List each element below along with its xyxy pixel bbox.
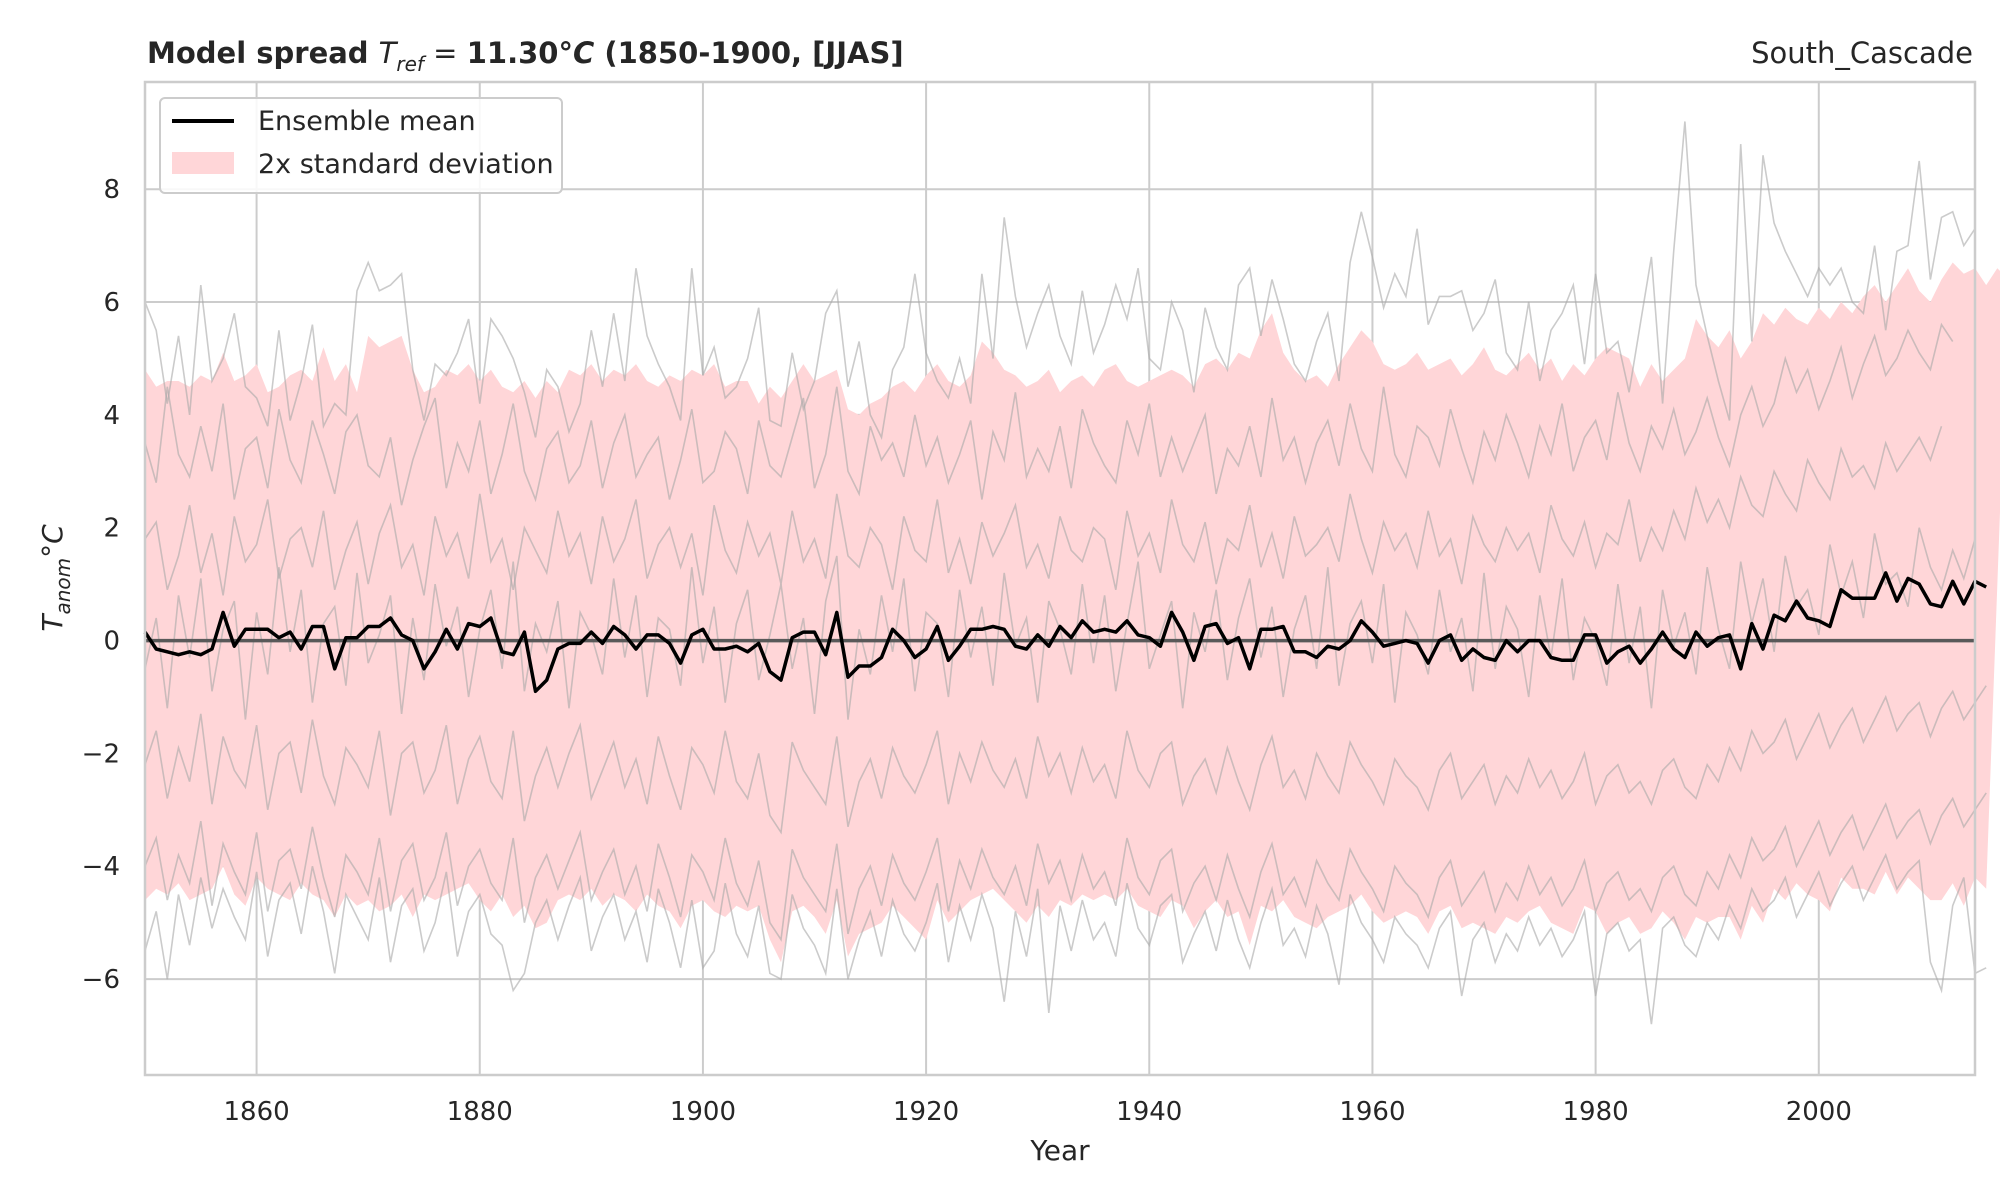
ensemble-mean-layer	[143, 571, 1987, 694]
ensemble-members-layer	[144, 121, 1987, 1025]
legend-band-swatch	[172, 152, 234, 174]
y-tick-label: 8	[103, 175, 120, 205]
chart-title: Model spread Tref = 11.30°C (1850-1900, …	[147, 36, 904, 76]
x-tick-label: 2000	[1786, 1097, 1852, 1127]
y-tick-label: 2	[103, 514, 120, 544]
region-title: South_Cascade	[1751, 36, 1973, 70]
x-tick-labels: 1860 1880 1900 1920 1940 1960 1980 2000	[223, 1097, 1851, 1127]
y-tick-labels: −6 −4 −2 0 2 4 6 8	[82, 175, 120, 995]
legend: Ensemble mean 2x standard deviation	[159, 97, 563, 194]
x-tick-label: 1860	[223, 1097, 289, 1127]
y-tick-label: −4	[82, 852, 120, 882]
y-tick-label: 6	[103, 288, 120, 318]
x-tick-label: 1980	[1563, 1097, 1629, 1127]
x-axis-label: Year	[1029, 1134, 1090, 1167]
y-tick-label: −6	[82, 965, 120, 995]
ensemble-member-line	[144, 322, 1954, 506]
std-band	[145, 262, 2000, 963]
x-tick-label: 1940	[1116, 1097, 1182, 1127]
y-tick-label: 4	[103, 401, 120, 431]
ensemble-member-line	[144, 425, 1943, 596]
y-tick-label: −2	[82, 739, 120, 769]
legend-box	[159, 97, 563, 194]
y-axis-label: Tanom°C	[36, 524, 75, 632]
x-tick-label: 1900	[670, 1097, 736, 1127]
legend-label-band: 2x standard deviation	[258, 149, 554, 180]
std-band-layer	[145, 262, 2000, 963]
x-tick-label: 1920	[893, 1097, 959, 1127]
legend-label-mean: Ensemble mean	[258, 106, 476, 137]
plot-frame	[143, 80, 1977, 1077]
x-tick-label: 1960	[1339, 1097, 1405, 1127]
x-tick-label: 1880	[447, 1097, 513, 1127]
y-tick-label: 0	[103, 627, 120, 657]
ensemble-mean-line	[143, 571, 1987, 694]
ensemble-member-line	[144, 121, 1976, 440]
ensemble-member-line	[144, 685, 1987, 835]
plot-border	[143, 80, 1977, 1077]
ensemble-member-line	[144, 792, 1987, 942]
ensemble-member-line	[144, 852, 1987, 1025]
